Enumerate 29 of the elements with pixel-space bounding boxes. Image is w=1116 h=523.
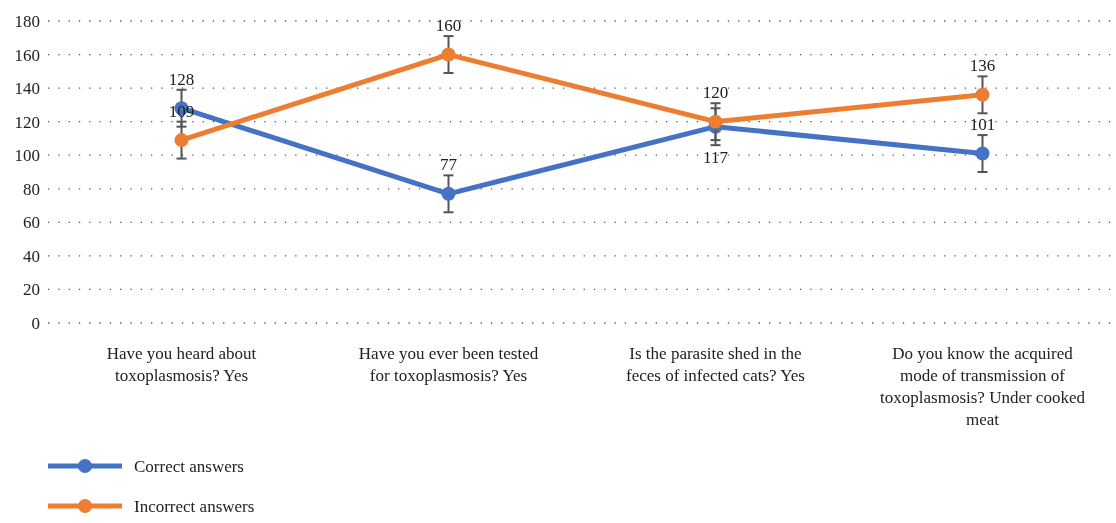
data-label: 120 bbox=[702, 83, 729, 103]
point bbox=[975, 87, 990, 102]
data-label: 101 bbox=[969, 115, 996, 135]
point bbox=[975, 146, 990, 161]
x-tick-label: Have you ever been tested for toxoplasmosis? Yes bbox=[358, 344, 539, 385]
y-tick-label: 80 bbox=[23, 179, 40, 199]
data-label: 160 bbox=[435, 16, 462, 36]
point bbox=[441, 186, 456, 201]
y-tick-label: 0 bbox=[31, 313, 40, 333]
point bbox=[174, 133, 189, 148]
x-tick-label: Do you know the acquired mode of transmission of toxoplasmosis? Under cooked meat bbox=[880, 344, 1086, 429]
data-label: 77 bbox=[440, 155, 458, 175]
point bbox=[708, 114, 723, 129]
y-tick-label: 120 bbox=[14, 112, 40, 132]
y-tick-label: 180 bbox=[14, 11, 40, 31]
y-tick-label: 100 bbox=[14, 146, 40, 166]
data-label: 117 bbox=[703, 148, 729, 168]
y-tick-label: 20 bbox=[23, 280, 40, 300]
x-tick-label: Is the parasite shed in the feces of infected cats? Yes bbox=[626, 344, 805, 385]
x-tick-label: Have you heard about toxoplasmosis? Yes bbox=[106, 344, 257, 385]
legend-label: Correct answers bbox=[134, 456, 244, 476]
y-tick-label: 140 bbox=[14, 79, 40, 99]
data-label: 136 bbox=[969, 56, 996, 76]
legend-label: Incorrect answers bbox=[134, 496, 255, 516]
y-tick-label: 160 bbox=[14, 45, 40, 65]
data-label: 128 bbox=[168, 69, 195, 89]
y-tick-label: 40 bbox=[23, 246, 40, 266]
point bbox=[441, 47, 456, 62]
y-tick-label: 60 bbox=[23, 213, 40, 233]
